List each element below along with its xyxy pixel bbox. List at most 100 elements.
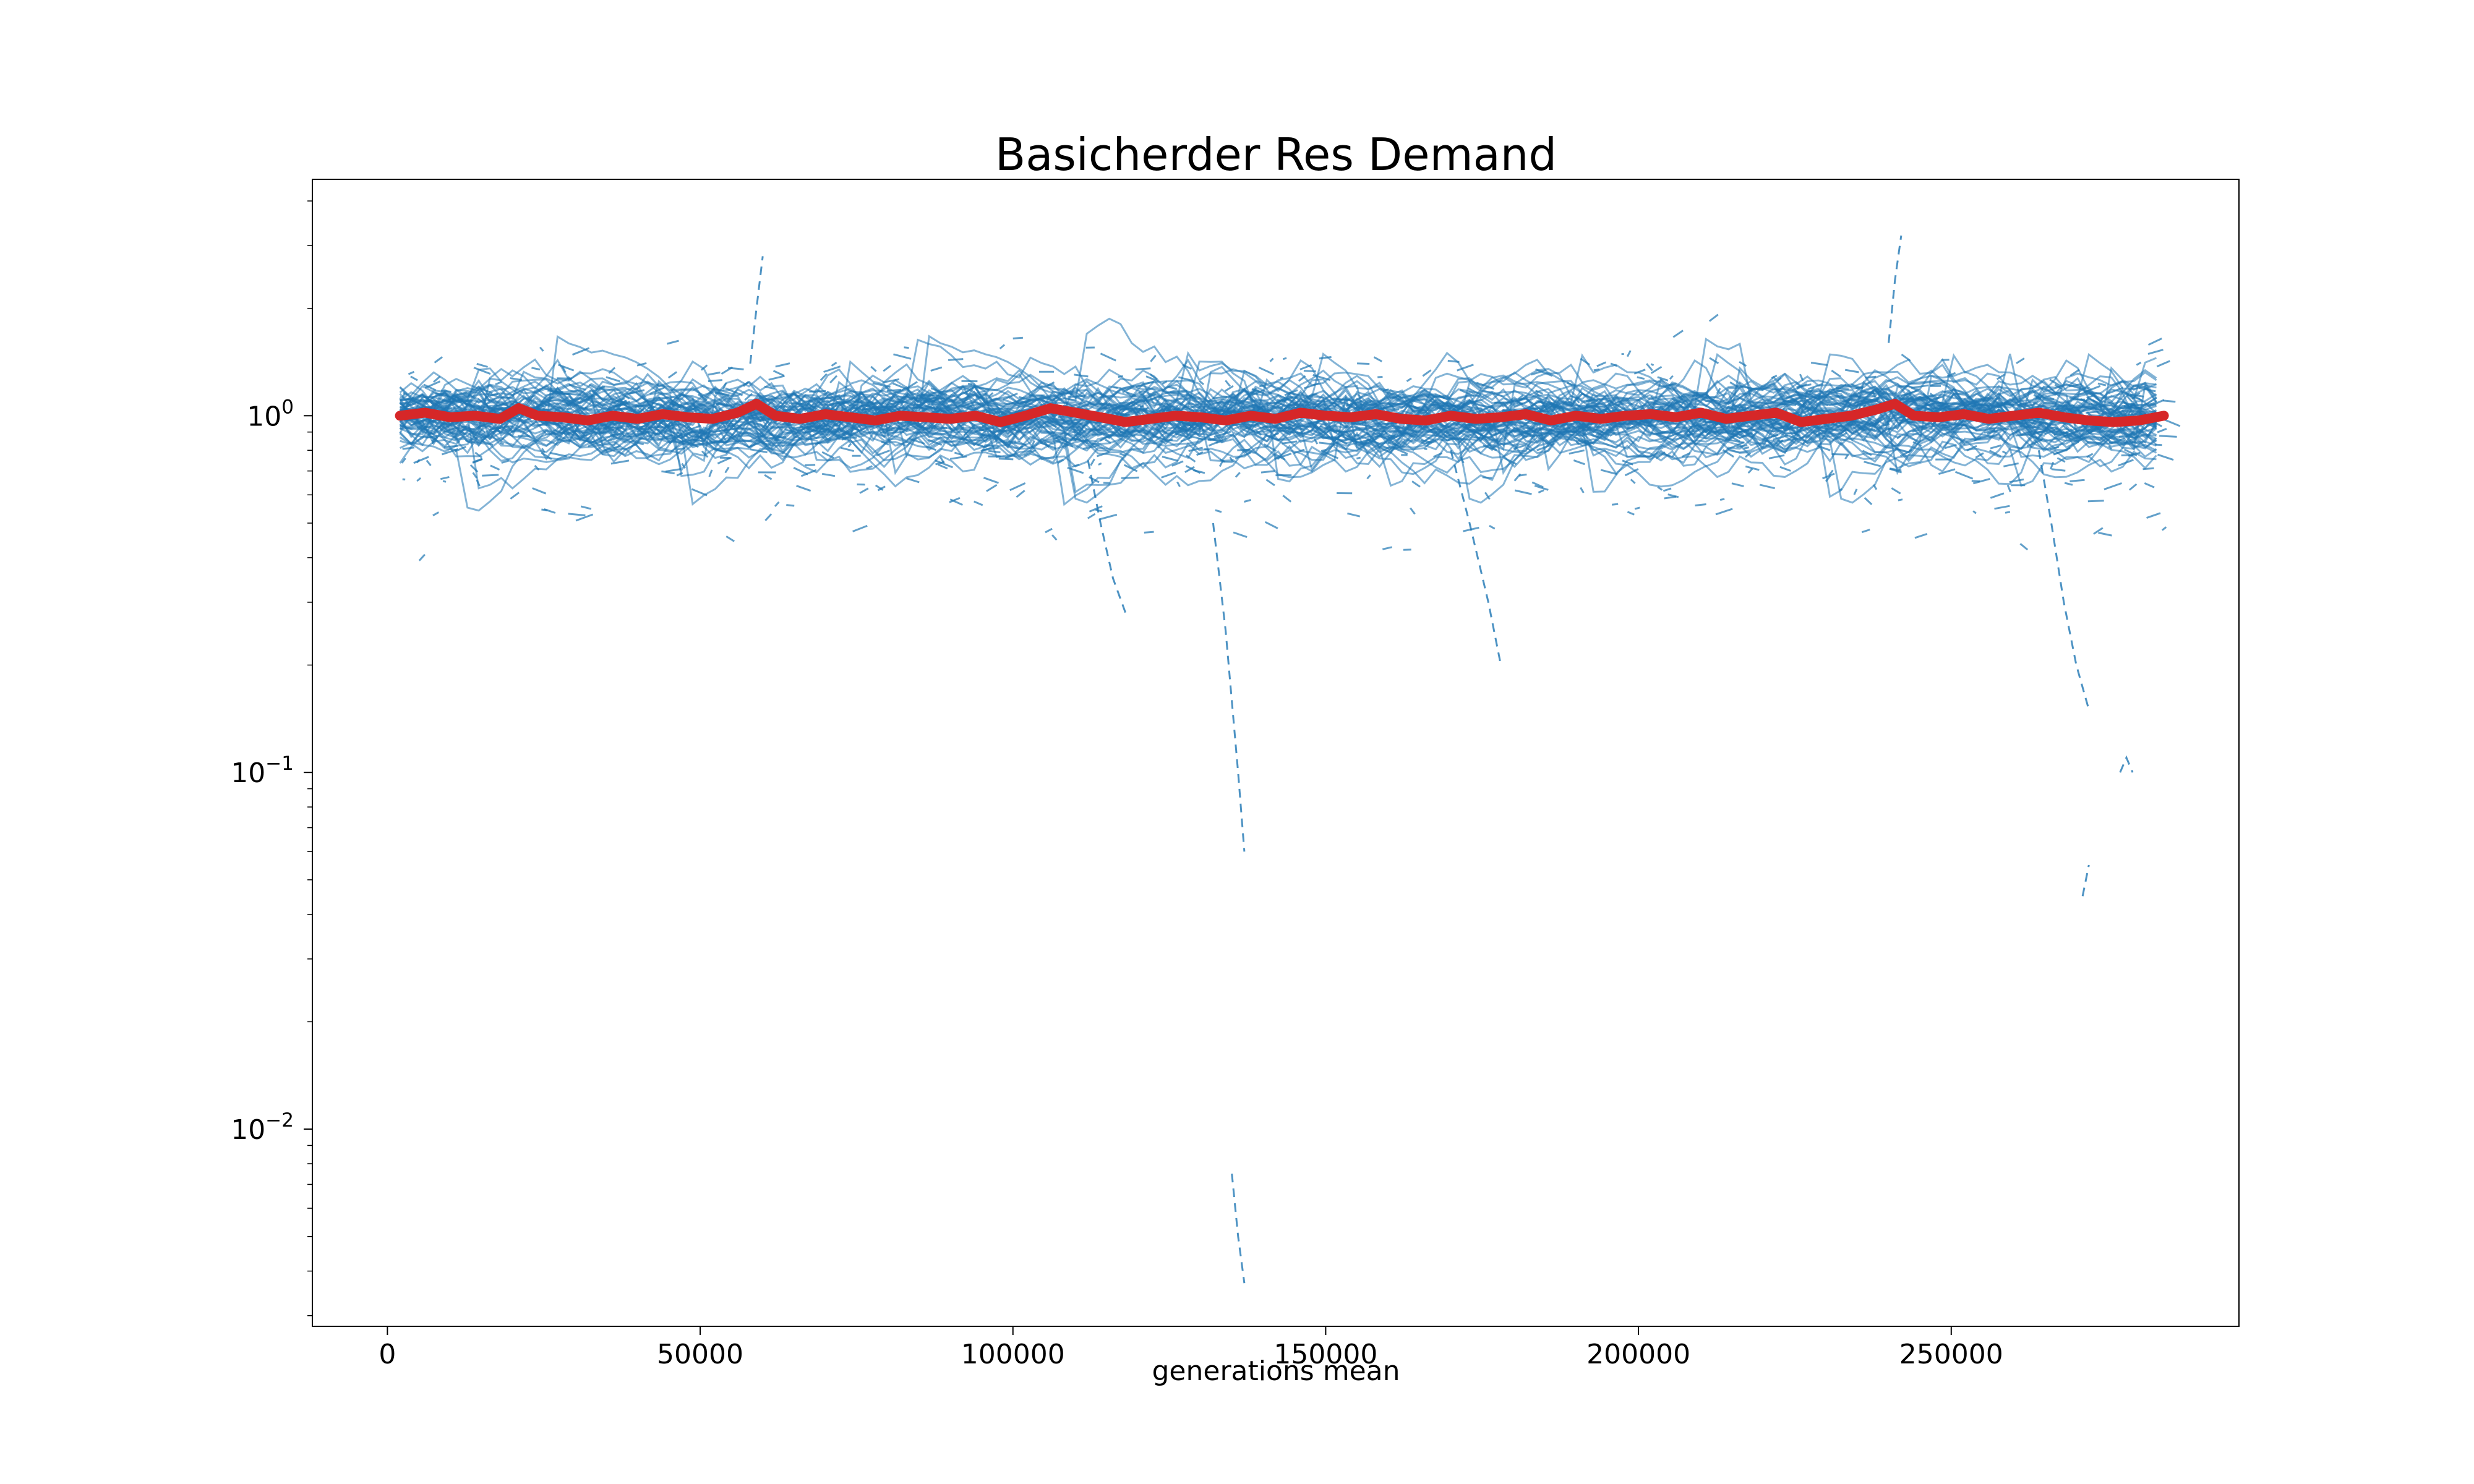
run-streak (1716, 388, 1721, 394)
outlier-trace (1450, 450, 1502, 665)
run-streak (660, 403, 669, 411)
run-streak (634, 441, 644, 446)
run-streak (433, 375, 441, 383)
outlier-trace (2081, 864, 2090, 897)
run-streak (440, 389, 452, 393)
run-streak (1249, 405, 1261, 410)
run-streak (2044, 427, 2059, 435)
run-streak (879, 429, 893, 434)
run-streak (628, 389, 645, 394)
run-streak (809, 390, 826, 393)
run-streak (1167, 386, 1178, 390)
run-streak (949, 497, 961, 503)
run-streak (1912, 427, 1928, 433)
run-streak (965, 385, 976, 394)
run-streak (413, 456, 429, 464)
run-streak (1664, 495, 1677, 500)
run-streak (1596, 433, 1603, 437)
run-streak (1807, 406, 1824, 412)
run-streak (440, 475, 450, 480)
run-streak (2109, 441, 2119, 444)
run-streak (1263, 443, 1277, 452)
run-streak (977, 438, 989, 446)
run-streak (1994, 505, 2010, 510)
y-axis-ticks: 100 10−1 10−2 (231, 200, 312, 1316)
run-streak (768, 375, 785, 381)
run-streak (1319, 425, 1338, 434)
run-streak (1539, 409, 1549, 413)
run-streak (490, 404, 499, 412)
run-streak (2079, 398, 2091, 406)
run-streak (491, 410, 496, 414)
run-streak (2108, 386, 2124, 394)
run-streak (2099, 405, 2104, 412)
run-streak (714, 391, 730, 396)
run-streak (831, 430, 840, 433)
run-streak (1612, 503, 1619, 506)
run-streak (708, 371, 721, 376)
run-streak (1729, 381, 1739, 388)
run-streak (1244, 498, 1251, 503)
run-streak (886, 400, 904, 406)
run-streak (531, 367, 541, 371)
run-streak (2006, 485, 2011, 493)
run-streak (1402, 425, 1418, 433)
run-streak (1899, 419, 1913, 424)
run-streak (2049, 378, 2061, 387)
run-streak (1988, 450, 2002, 458)
run-streak (1483, 444, 1497, 451)
run-streak (2118, 433, 2135, 438)
run-streak (608, 367, 616, 374)
run-streak (716, 403, 732, 407)
run-streak (1304, 399, 1312, 407)
run-streak (1261, 470, 1275, 474)
run-streak (726, 535, 735, 542)
run-streak (886, 388, 902, 392)
run-streak (1593, 368, 1600, 372)
run-streak (2070, 428, 2077, 436)
run-streak (2081, 384, 2087, 390)
run-streak (489, 393, 499, 397)
x-tick-label: 150000 (1273, 1339, 1377, 1370)
x-tick-label: 50000 (657, 1339, 743, 1370)
run-streak (2086, 453, 2094, 458)
run-streak (1663, 487, 1672, 492)
run-streak (882, 378, 900, 384)
run-streak (849, 399, 859, 407)
run-streak (1687, 422, 1702, 431)
run-streak (541, 448, 546, 453)
run-streak (1650, 396, 1655, 400)
run-streak (1929, 381, 1946, 386)
run-streak (1333, 437, 1348, 445)
run-streak (1481, 422, 1494, 430)
run-streak (841, 433, 853, 441)
run-streak (2161, 526, 2167, 531)
run-streak (1303, 370, 1316, 373)
run-streak (1672, 330, 1684, 338)
run-streak (744, 393, 753, 401)
run-streak (517, 435, 530, 438)
run-streak (2088, 427, 2097, 435)
run-streak (1859, 427, 1876, 431)
run-streak (2128, 429, 2144, 436)
run-streak (988, 450, 1001, 454)
run-streak (1476, 382, 1495, 390)
run-streak (1730, 427, 1739, 436)
run-streak (831, 362, 837, 367)
run-streak (1388, 434, 1395, 437)
run-streak (557, 364, 575, 372)
run-streak (1055, 439, 1074, 448)
run-streak (967, 383, 973, 386)
run-streak (1972, 510, 1977, 514)
run-streak (2016, 357, 2025, 364)
run-streak (1067, 466, 1084, 474)
run-streak (471, 431, 478, 437)
run-streak (1941, 426, 1950, 429)
run-streak (1831, 369, 1841, 378)
run-streak (905, 381, 918, 390)
run-streak (1189, 435, 1204, 441)
run-streak (1073, 428, 1079, 432)
run-streak (1914, 532, 1928, 539)
run-streak (2148, 399, 2165, 408)
run-streak (622, 434, 632, 438)
